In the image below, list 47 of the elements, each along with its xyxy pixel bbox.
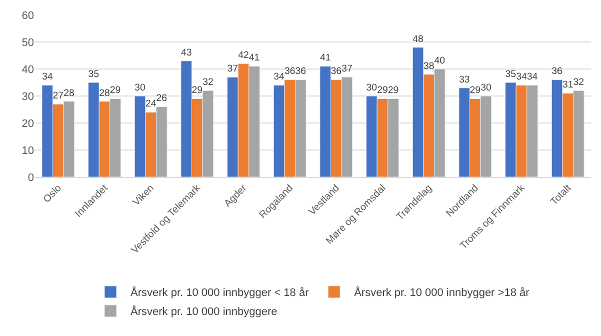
data-label: 34 [274,72,286,83]
data-label: 29 [110,85,121,96]
data-label: 34 [526,72,538,83]
data-label: 36 [552,66,562,78]
data-label: 28 [64,88,74,99]
data-label: 43 [180,47,192,58]
data-label: 41 [320,52,331,64]
data-label: 30 [480,82,492,94]
y-tick-label: 0 [28,172,34,184]
data-label: 37 [342,63,352,74]
data-label: 37 [227,63,238,74]
data-label: 41 [248,52,260,64]
y-tick-label: 20 [22,118,34,130]
data-label: 26 [156,93,168,104]
y-tick-label: 50 [22,36,34,49]
y-tick-label: 30 [22,90,34,103]
legend-label: Årsverk pr. 10 000 innbyggere [130,305,278,318]
data-label: 24 [145,98,157,110]
data-label: 36 [295,66,306,78]
data-label: 34 [516,72,528,83]
data-label: 32 [573,76,584,88]
data-label: 32 [202,76,214,88]
data-label: 27 [52,90,64,102]
y-tick-label: 40 [22,64,34,76]
legend-label: Årsverk pr. 10 000 innbygger < 18 år [130,286,310,300]
y-tick-label: 10 [22,144,34,157]
data-label: 34 [42,72,54,83]
data-label: 29 [388,85,399,96]
legend-label: Årsverk pr. 10 000 innbygger >18 år [354,286,530,300]
data-label: 38 [423,60,434,72]
data-label: 35 [505,68,516,80]
data-label: 48 [412,34,424,45]
data-label: 36 [284,66,296,78]
data-label: 29 [377,85,388,96]
data-label: 42 [238,50,249,61]
data-label: 40 [434,55,446,66]
data-label: 30 [134,82,146,94]
data-label: 29 [470,85,481,96]
data-label: 33 [458,74,470,86]
data-label: 36 [330,66,342,78]
y-tick-label: 60 [22,10,34,22]
data-label: 29 [192,85,203,96]
x-tick-label: Oslo [42,182,64,206]
data-label: 30 [366,82,378,94]
data-label: 28 [99,88,110,99]
data-label: 31 [562,80,574,91]
data-label: 35 [88,68,100,80]
